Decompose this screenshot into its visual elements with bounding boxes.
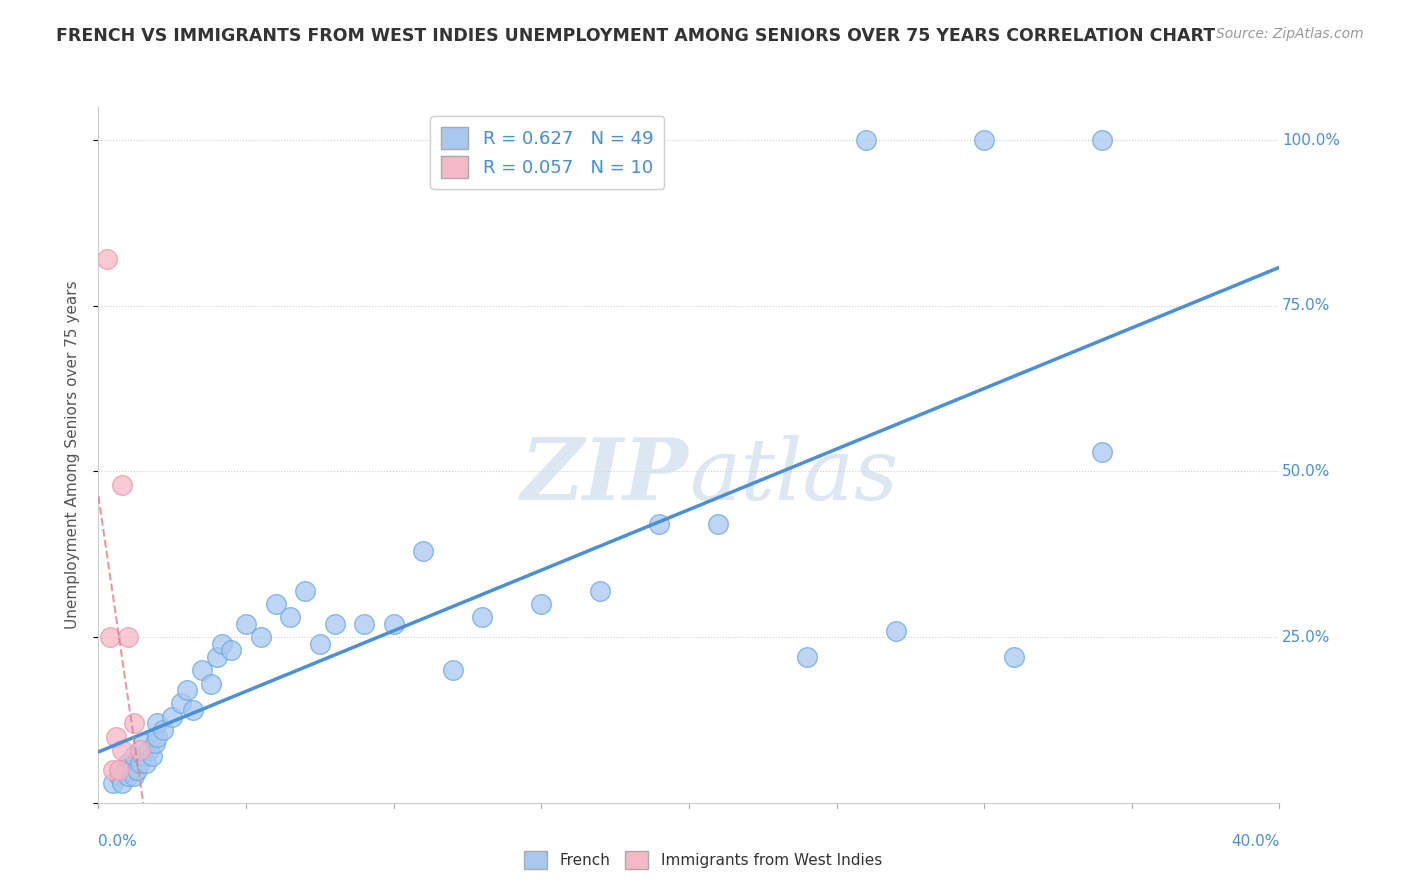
Point (117, 756, 139, 770)
Point (111, 743, 134, 757)
Point (103, 763, 125, 777)
Point (122, 769, 145, 783)
Point (132, 749, 155, 764)
Point (152, 723, 174, 737)
Point (108, 763, 131, 777)
Point (589, 583, 612, 598)
Point (855, 133, 877, 147)
Y-axis label: Unemployment Among Seniors over 75 years: Unemployment Among Seniors over 75 years (65, 281, 80, 629)
Point (120, 763, 142, 777)
Point (219, 643, 242, 657)
Point (250, 630, 273, 644)
Point (117, 769, 139, 783)
Point (125, 763, 148, 777)
Point (98, 630, 121, 644)
Text: 40.0%: 40.0% (1232, 834, 1279, 849)
Point (707, 517, 730, 532)
Point (973, 133, 995, 147)
Point (205, 650, 228, 665)
Point (648, 517, 671, 532)
Legend: R = 0.627   N = 49, R = 0.057   N = 10: R = 0.627 N = 49, R = 0.057 N = 10 (430, 116, 664, 189)
Point (138, 743, 160, 757)
Point (117, 630, 139, 644)
Point (146, 716, 169, 731)
Point (884, 624, 907, 638)
Point (530, 597, 553, 611)
Point (162, 709, 183, 723)
Text: 0.0%: 0.0% (98, 834, 138, 849)
Point (323, 616, 346, 631)
Point (141, 749, 163, 764)
Point (132, 736, 155, 750)
Point (114, 763, 136, 777)
Point (128, 756, 150, 770)
Point (96, 252, 118, 267)
Point (108, 769, 131, 783)
Point (176, 683, 198, 698)
Legend: French, Immigrants from West Indies: French, Immigrants from West Indies (517, 845, 889, 875)
Point (128, 743, 150, 757)
Point (122, 716, 145, 731)
Point (1091, 444, 1114, 458)
Point (278, 610, 302, 624)
Text: ZIP: ZIP (522, 434, 689, 517)
Point (309, 637, 332, 651)
Point (441, 663, 464, 677)
Point (211, 637, 233, 651)
Point (111, 776, 134, 790)
Text: FRENCH VS IMMIGRANTS FROM WEST INDIES UNEMPLOYMENT AMONG SENIORS OVER 75 YEARS C: FRENCH VS IMMIGRANTS FROM WEST INDIES UN… (56, 27, 1215, 45)
Point (353, 616, 375, 631)
Point (294, 583, 316, 598)
Point (103, 776, 125, 790)
Text: 75.0%: 75.0% (1282, 298, 1330, 313)
Text: Source: ZipAtlas.com: Source: ZipAtlas.com (1216, 27, 1364, 41)
Point (146, 730, 169, 744)
Text: 100.0%: 100.0% (1282, 133, 1340, 148)
Point (382, 616, 405, 631)
Point (264, 597, 287, 611)
Text: atlas: atlas (689, 434, 898, 517)
Point (143, 736, 166, 750)
Point (122, 749, 145, 764)
Point (235, 616, 257, 631)
Text: 25.0%: 25.0% (1282, 630, 1330, 645)
Point (191, 663, 214, 677)
Point (1002, 650, 1025, 665)
Point (135, 756, 157, 770)
Point (200, 676, 222, 690)
Point (181, 703, 204, 717)
Point (796, 650, 818, 665)
Point (471, 610, 494, 624)
Point (105, 730, 128, 744)
Point (111, 477, 134, 491)
Text: 50.0%: 50.0% (1282, 464, 1330, 479)
Point (1091, 133, 1114, 147)
Point (170, 697, 193, 711)
Point (412, 544, 434, 558)
